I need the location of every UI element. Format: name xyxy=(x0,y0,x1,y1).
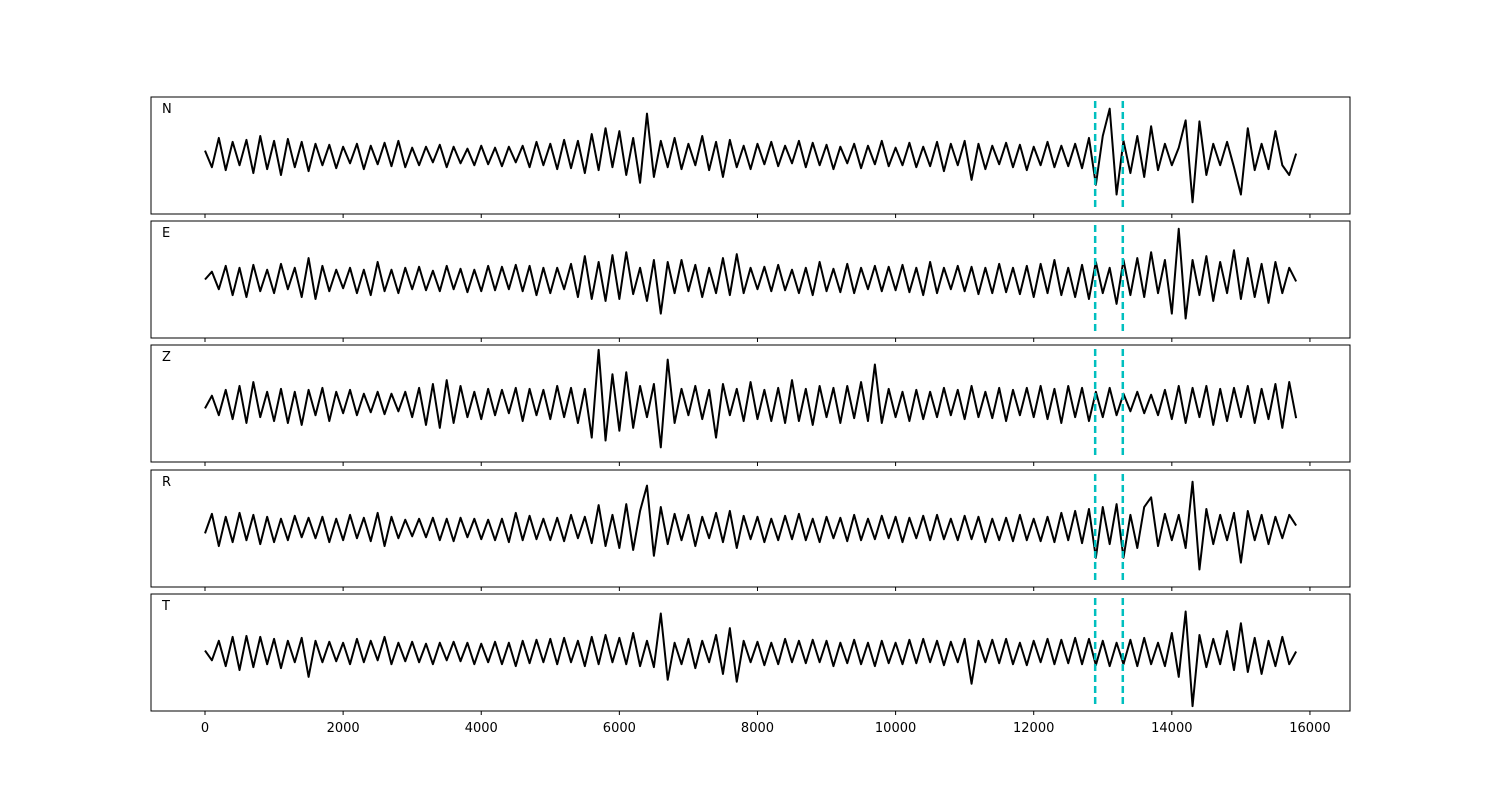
x-tick-label: 6000 xyxy=(603,721,636,736)
panel-frame xyxy=(150,469,1351,588)
waveform xyxy=(204,227,1298,320)
panel-frame xyxy=(150,344,1351,463)
panel-label: Z xyxy=(162,350,171,365)
panel-frame xyxy=(150,96,1351,215)
x-tick-label: 0 xyxy=(201,721,209,736)
x-tick-label: 16000 xyxy=(1289,721,1330,736)
panel-label: R xyxy=(162,475,171,490)
x-tick-label: 12000 xyxy=(1013,721,1054,736)
panel-label: N xyxy=(162,102,172,117)
panel-frame xyxy=(150,593,1351,712)
panel-frame xyxy=(150,220,1351,339)
panel-label: E xyxy=(162,226,170,241)
waveform xyxy=(204,610,1298,708)
waveform xyxy=(204,107,1298,204)
panel-label: T xyxy=(161,599,170,614)
x-tick-label: 10000 xyxy=(875,721,916,736)
x-tick-label: 8000 xyxy=(741,721,774,736)
x-tick-label: 4000 xyxy=(465,721,498,736)
x-tick-label: 2000 xyxy=(327,721,360,736)
waveform xyxy=(204,348,1298,449)
x-tick-label: 14000 xyxy=(1151,721,1192,736)
waveform xyxy=(204,480,1297,571)
